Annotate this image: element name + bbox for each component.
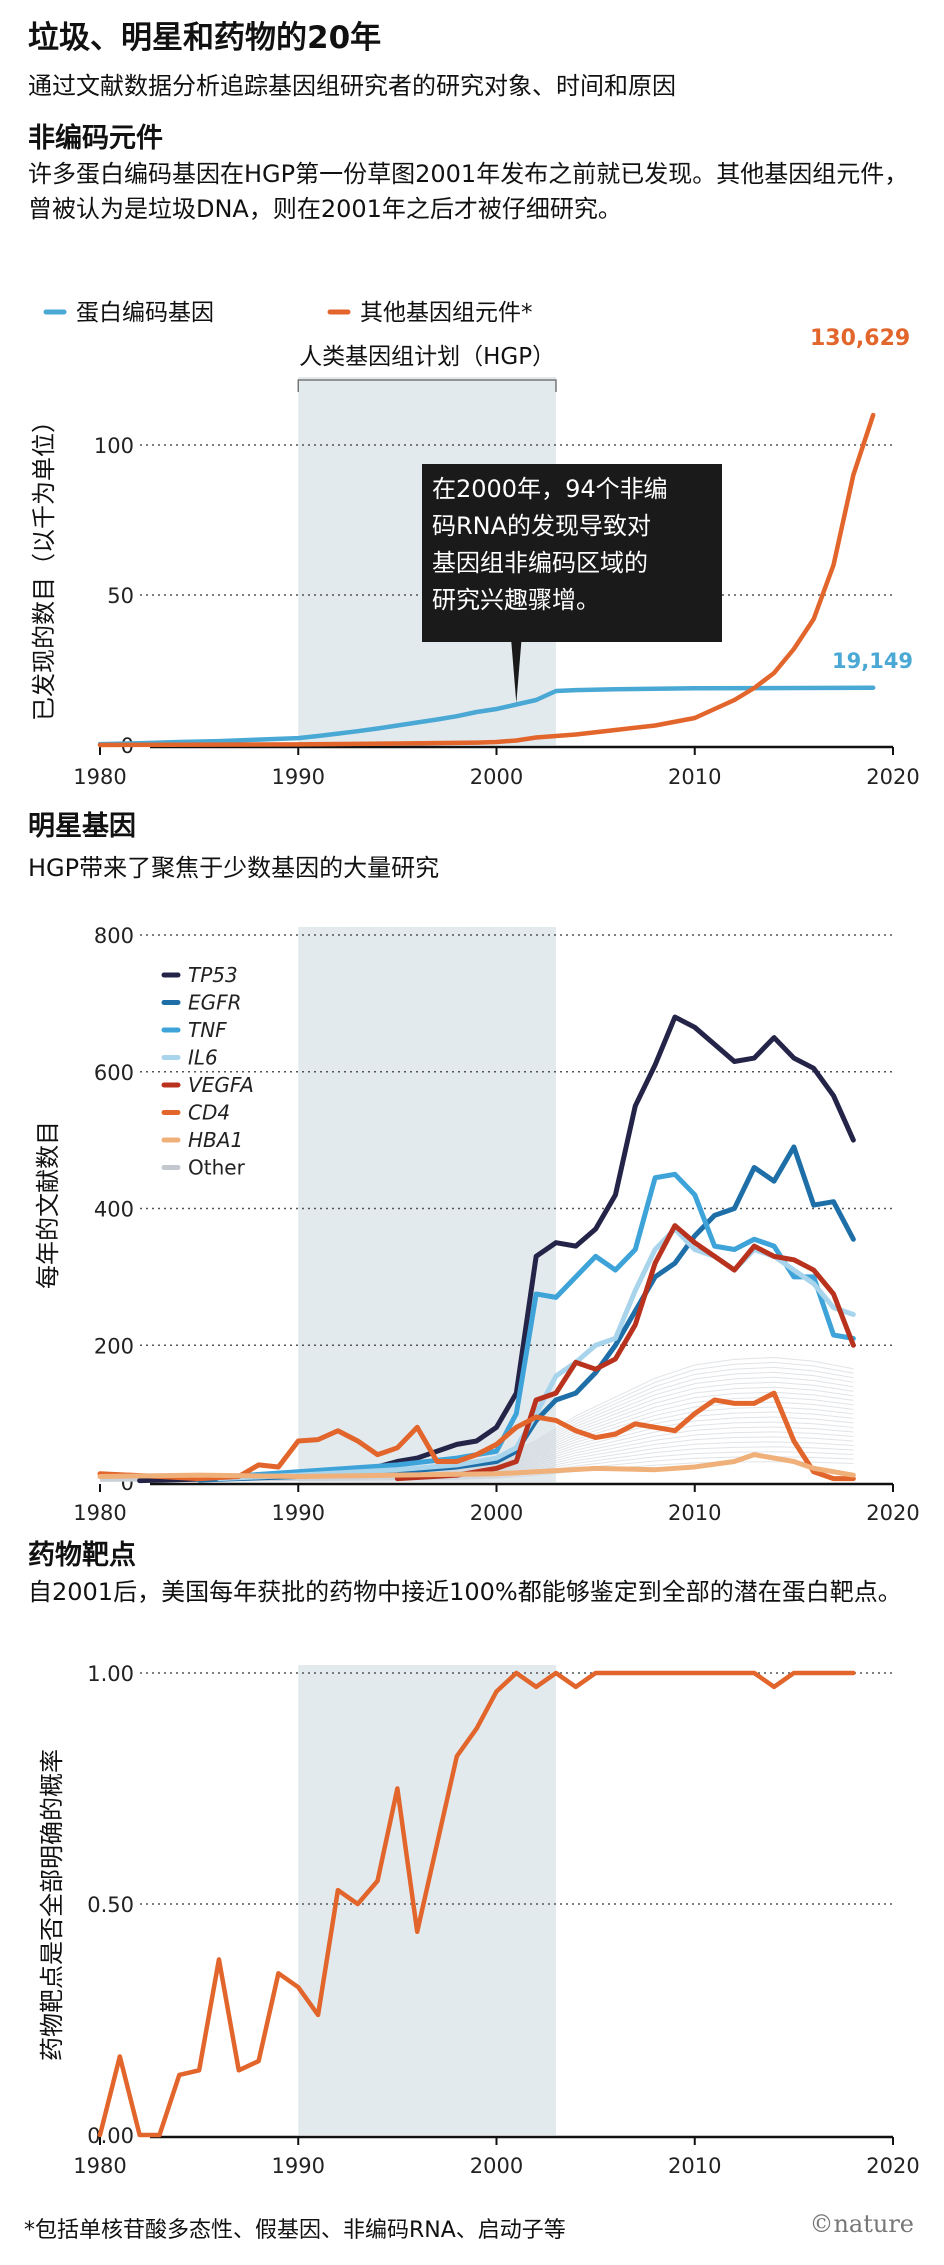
chart2-legend-label: IL6 bbox=[188, 1046, 218, 1070]
chart1-hgp-bracket bbox=[297, 379, 557, 392]
chart1-x-tick-label: 1980 bbox=[73, 765, 126, 789]
nature-logo: ©nature bbox=[809, 2210, 914, 2238]
chart2-x-tick-label: 1980 bbox=[73, 1501, 126, 1525]
chart1-y-tick-label: 50 bbox=[107, 584, 134, 608]
chart2-series-other-line bbox=[99, 1381, 854, 1480]
chart2-x-tick-label: 2010 bbox=[668, 1501, 721, 1525]
main-subtitle: 通过文献数据分析追踪基因组研究者的研究对象、时间和原因 bbox=[28, 72, 676, 100]
main-title: 垃圾、明星和药物的20年 bbox=[28, 20, 382, 56]
chart2-legend-label: EGFR bbox=[188, 991, 242, 1015]
chart3-x-tick-label: 1990 bbox=[272, 2154, 325, 2178]
chart3-x-tick-label: 2020 bbox=[866, 2154, 919, 2178]
chart1-y-axis-label: 已发现的数目（以千为单位） bbox=[30, 409, 58, 721]
chart3-series-series bbox=[97, 1670, 856, 2138]
chart1-series-series bbox=[97, 685, 876, 747]
section3-description: 自2001后，美国每年获批的药物中接近100%都能够鉴定到全部的潜在蛋白靶点。 bbox=[28, 1578, 902, 1606]
chart1-x-tick-label: 2020 bbox=[866, 765, 919, 789]
chart2-series-vegfa bbox=[394, 1223, 856, 1482]
chart2-series-egfr bbox=[196, 1144, 856, 1483]
chart3-x-tick-label: 2000 bbox=[470, 2154, 523, 2178]
section1-description: 许多蛋白编码基因在HGP第一份草图2001年发布之前就已发现。其他基因组元件，曾… bbox=[28, 160, 909, 223]
chart2-series-other-line bbox=[99, 1386, 854, 1480]
chart2-legend-label: TNF bbox=[188, 1018, 227, 1042]
chart3-y-tick-label: 0.00 bbox=[87, 2124, 134, 2148]
section1-title: 非编码元件 bbox=[28, 123, 163, 154]
chart2-y-tick-label: 400 bbox=[94, 1198, 134, 1222]
chart1-annotation-pointer bbox=[511, 642, 522, 703]
chart1-annotation-box bbox=[422, 464, 722, 642]
chart2-y-tick-label: 800 bbox=[94, 924, 134, 948]
chart1-annotation-text: 在2000年，94个非编 bbox=[432, 475, 668, 503]
chart3-y-tick-label: 0.50 bbox=[87, 1893, 134, 1917]
chart1-hgp-label: 人类基因组计划（HGP） bbox=[299, 344, 555, 370]
chart2-x-tick-label: 1990 bbox=[272, 1501, 325, 1525]
chart2-legend-label: VEGFA bbox=[188, 1073, 254, 1097]
chart2-y-axis-label: 每年的文献数目 bbox=[34, 1121, 62, 1289]
chart2-legend-label: HBA1 bbox=[188, 1128, 243, 1152]
chart2-series-cd4 bbox=[97, 1390, 856, 1482]
chart2-legend-label: TP53 bbox=[188, 963, 238, 987]
chart1-annotation-text: 基因组非编码区域的 bbox=[432, 549, 648, 577]
chart3-y-axis-label: 药物靶点是否全部明确的概率 bbox=[38, 1749, 66, 2061]
chart2-legend-label: Other bbox=[188, 1156, 246, 1180]
chart2-hgp-band bbox=[298, 927, 556, 1482]
chart3-hgp-band bbox=[298, 1665, 556, 2135]
chart2-series-hba1 bbox=[97, 1452, 856, 1480]
chart1-annotation-text: 研究兴趣骤增。 bbox=[432, 586, 600, 614]
section2-description: HGP带来了聚焦于少数基因的大量研究 bbox=[28, 854, 440, 882]
chart2-series-other-line bbox=[99, 1451, 854, 1482]
chart2-series-il6 bbox=[216, 1226, 856, 1482]
chart1-x-tick-label: 1990 bbox=[272, 765, 325, 789]
chart1-legend-label: 蛋白编码基因 bbox=[76, 300, 214, 326]
chart2-y-tick-label: 600 bbox=[94, 1061, 134, 1085]
chart2-x-tick-label: 2020 bbox=[866, 1501, 919, 1525]
chart1-annotation-text: 码RNA的发现导致对 bbox=[432, 512, 651, 540]
chart1-x-tick-label: 2000 bbox=[470, 765, 523, 789]
chart1-legend-label: 其他基因组元件* bbox=[360, 300, 533, 326]
chart2-y-tick-label: 200 bbox=[94, 1334, 134, 1358]
chart1-series-series bbox=[97, 412, 876, 748]
section2-title: 明星基因 bbox=[28, 811, 136, 842]
footnote: *包括单核苷酸多态性、假基因、非编码RNA、启动子等 bbox=[24, 2218, 566, 2243]
chart1-x-tick-label: 2010 bbox=[668, 765, 721, 789]
chart2-x-tick-label: 2000 bbox=[470, 1501, 523, 1525]
chart1-end-label-protein: 19,149 bbox=[832, 649, 913, 673]
section3-title: 药物靶点 bbox=[28, 1540, 136, 1571]
chart3-x-tick-label: 1980 bbox=[73, 2154, 126, 2178]
chart3-y-tick-label: 1.00 bbox=[87, 1662, 134, 1686]
chart1-end-label-other: 130,629 bbox=[810, 326, 910, 351]
chart2-series-other-line bbox=[99, 1446, 854, 1482]
chart3-x-tick-label: 2010 bbox=[668, 2154, 721, 2178]
chart2-legend-label: CD4 bbox=[188, 1101, 230, 1125]
chart1-y-tick-label: 100 bbox=[94, 434, 134, 458]
